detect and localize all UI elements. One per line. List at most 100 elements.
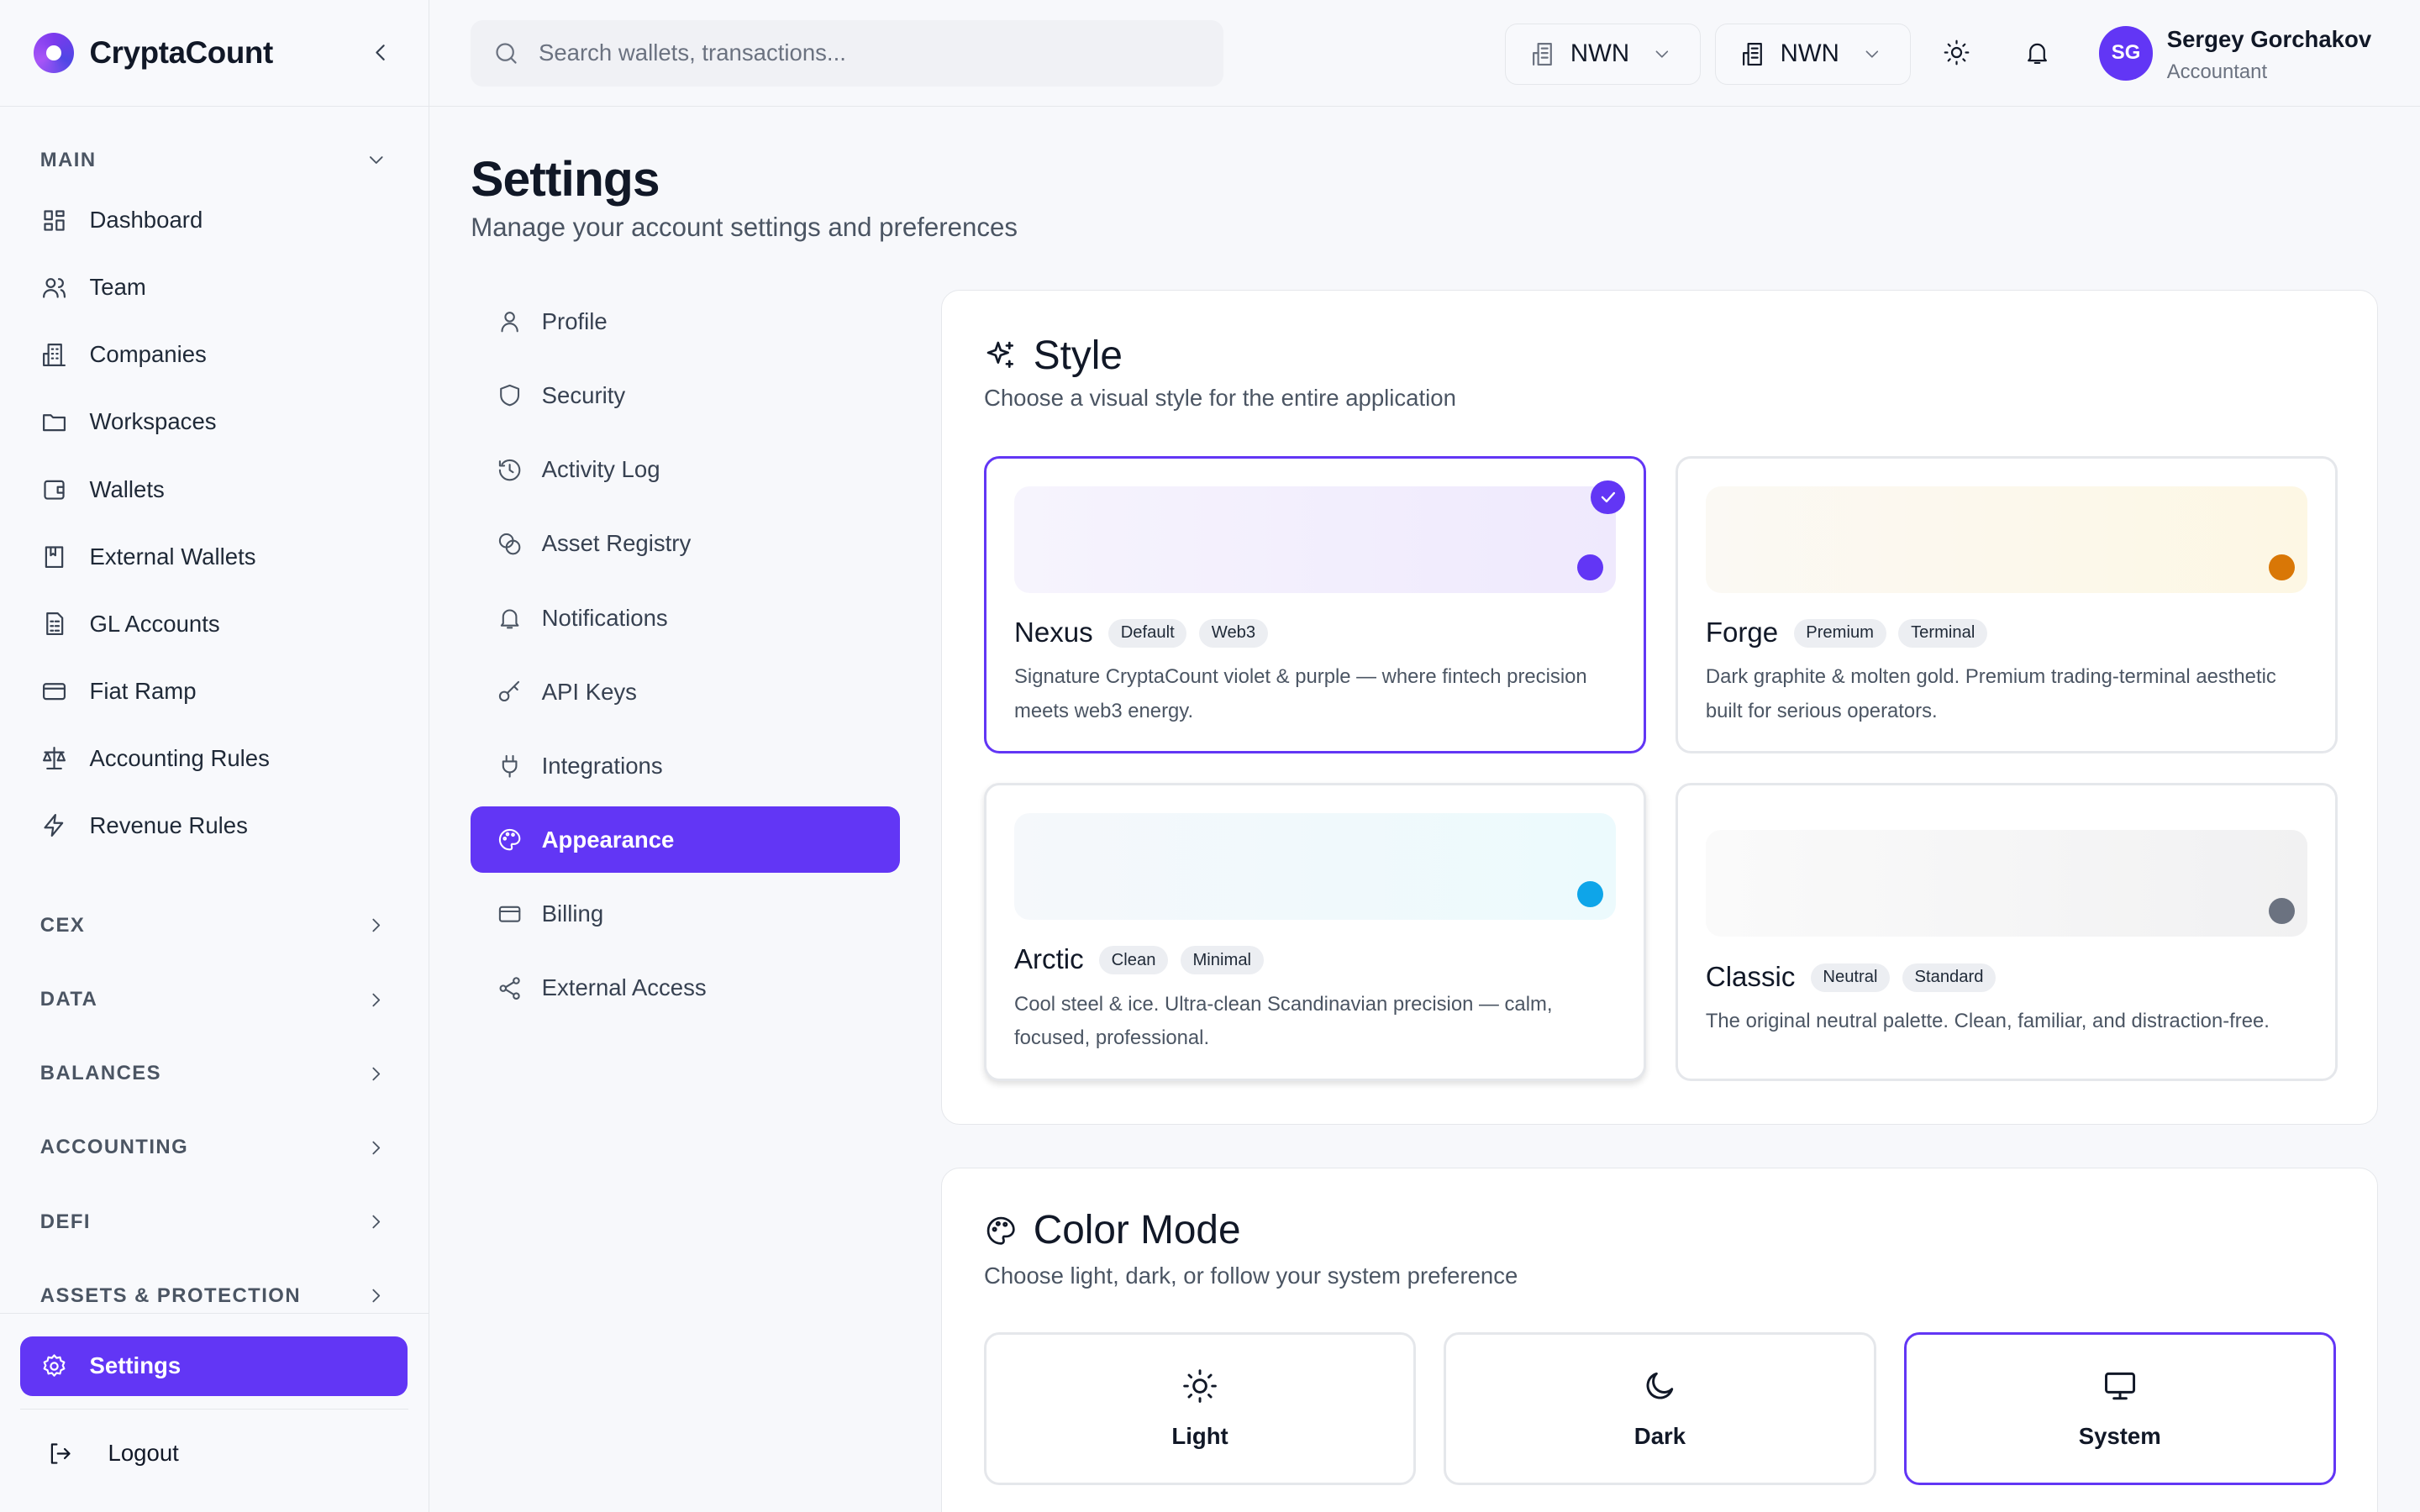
style-option-forge[interactable]: Forge Premium Terminal Dark graphite & mol… <box>1675 455 2338 754</box>
tab-integrations[interactable]: Integrations <box>471 732 900 799</box>
collapse-sidebar-button[interactable] <box>366 39 394 66</box>
share-icon <box>499 976 521 1000</box>
tab-notifications[interactable]: Notifications <box>471 585 900 651</box>
plug-icon <box>502 755 518 778</box>
bell-icon <box>2027 43 2047 64</box>
style-name: Classic <box>1705 961 1796 993</box>
chevron-right-icon <box>372 993 381 1006</box>
user-role: Accountant <box>2166 60 2268 83</box>
sun-icon <box>1944 39 1970 66</box>
notifications-button[interactable] <box>2023 39 2051 66</box>
mode-light-button[interactable]: Light <box>983 1332 1417 1485</box>
sidebar-item-external-wallets[interactable]: External Wallets <box>0 523 429 591</box>
color-dot <box>2268 554 2295 580</box>
org-selector-1[interactable]: NWN <box>1504 23 1702 85</box>
style-description: The original neutral palette. Clean, fam… <box>1705 1010 2270 1032</box>
theme-toggle-button[interactable] <box>1943 39 1970 66</box>
logo[interactable]: CryptaCount <box>0 0 429 107</box>
top-header: NWN NWN SG Sergey Gorchakov Accountant <box>429 0 2420 107</box>
page-subtitle: Manage your account settings and prefere… <box>471 213 1018 243</box>
section-data[interactable]: DATA <box>0 984 429 1016</box>
credit-card-icon <box>42 683 66 701</box>
tab-label: Profile <box>541 307 608 334</box>
credit-card-icon <box>499 906 521 923</box>
chevron-right-icon <box>372 1215 381 1229</box>
sidebar-item-fiat-ramp[interactable]: Fiat Ramp <box>0 658 429 725</box>
style-description: Cool steel & ice. Ultra-clean Scandinavi… <box>1014 992 1553 1050</box>
logout-icon <box>50 1443 71 1464</box>
tab-label: Security <box>541 382 626 409</box>
tab-appearance[interactable]: Appearance <box>471 806 900 874</box>
color-dot <box>2268 898 2295 925</box>
section-main[interactable]: MAIN <box>0 145 429 176</box>
section-label: ACCOUNTING <box>39 1136 189 1159</box>
user-icon <box>501 312 519 333</box>
sidebar-item-dashboard[interactable]: Dashboard <box>0 186 429 254</box>
style-name: Arctic <box>1014 944 1084 976</box>
folder-icon <box>42 414 66 432</box>
tab-external-access[interactable]: External Access <box>471 955 900 1021</box>
chevron-right-icon <box>372 1067 381 1081</box>
tab-profile[interactable]: Profile <box>471 288 900 354</box>
key-icon <box>499 680 520 702</box>
sidebar-item-wallets[interactable]: Wallets <box>0 456 429 523</box>
sidebar-item-label: Fiat Ramp <box>89 677 197 704</box>
sidebar-item-accounting-rules[interactable]: Accounting Rules <box>0 725 429 792</box>
tag: Neutral <box>1810 963 1891 992</box>
mode-system-button[interactable]: System <box>1903 1332 2336 1485</box>
sidebar-item-revenue-rules[interactable]: Revenue Rules <box>0 792 429 859</box>
section-label: DEFI <box>39 1210 91 1233</box>
chevron-down-icon <box>1655 50 1668 58</box>
style-option-classic[interactable]: Classic Neutral Standard The original neut… <box>1675 783 2338 1081</box>
section-balances[interactable]: BALANCES <box>0 1058 429 1089</box>
color-mode-title: Color Mode <box>984 1207 1241 1253</box>
tab-security[interactable]: Security <box>471 363 900 429</box>
style-subtitle: Choose a visual style for the entire app… <box>983 385 1456 412</box>
building-icon <box>42 343 66 366</box>
style-option-arctic[interactable]: Arctic Clean Minimal Cool steel & ice. Ult… <box>983 783 1646 1081</box>
users-icon <box>42 277 66 298</box>
style-preview <box>1705 486 2307 593</box>
section-accounting[interactable]: ACCOUNTING <box>0 1132 429 1163</box>
color-mode-subtitle: Choose light, dark, or follow your syste… <box>983 1263 1518 1289</box>
tab-api-keys[interactable]: API Keys <box>471 659 900 725</box>
logout-button[interactable]: Logout <box>46 1440 179 1467</box>
tab-activity-log[interactable]: Activity Log <box>471 437 900 503</box>
moon-icon <box>1646 1372 1674 1399</box>
app-name: CryptaCount <box>89 34 274 70</box>
divider <box>0 1313 429 1314</box>
sidebar-item-team[interactable]: Team <box>0 254 429 321</box>
sidebar-item-gl-accounts[interactable]: GL Accounts <box>0 591 429 658</box>
scale-icon <box>42 747 66 770</box>
section-cex[interactable]: CEX <box>0 911 429 942</box>
coins-icon <box>499 533 521 555</box>
style-preview <box>1014 486 1616 593</box>
style-description: Dark graphite & molten gold. Premium tra… <box>1705 665 2276 722</box>
palette-icon <box>986 1216 1015 1245</box>
section-defi[interactable]: DEFI <box>0 1206 429 1237</box>
section-assets-protection[interactable]: ASSETS & PROTECTION <box>0 1280 429 1311</box>
chevron-down-icon <box>1865 50 1878 58</box>
palette-icon <box>499 829 521 851</box>
org-selector-2[interactable]: NWN <box>1714 23 1911 85</box>
ledger-icon <box>45 612 64 636</box>
bell-icon <box>501 609 519 629</box>
search-bar[interactable] <box>471 19 1224 87</box>
sidebar-item-label: GL Accounts <box>89 610 220 637</box>
avatar[interactable]: SG <box>2098 26 2154 81</box>
org-name: NWN <box>1570 39 1630 68</box>
tag: Terminal <box>1898 618 1988 648</box>
tab-billing[interactable]: Billing <box>471 881 900 948</box>
color-mode-card: Color Mode Choose light, dark, or follow… <box>941 1168 2379 1512</box>
sidebar-item-workspaces[interactable]: Workspaces <box>0 388 429 455</box>
mode-dark-button[interactable]: Dark <box>1444 1332 1876 1485</box>
style-option-nexus[interactable]: Nexus Default Web3 Signature CryptaCount v… <box>983 455 1646 754</box>
chevron-left-icon <box>376 45 385 61</box>
sidebar-item-settings[interactable]: Settings <box>19 1336 408 1397</box>
book-icon <box>45 546 64 569</box>
tab-asset-registry[interactable]: Asset Registry <box>471 511 900 577</box>
tag: Web3 <box>1199 618 1268 648</box>
sidebar-item-companies[interactable]: Companies <box>0 321 429 388</box>
style-description: Signature CryptaCount violet & purple — … <box>1014 665 1587 722</box>
search-input[interactable] <box>538 39 1156 67</box>
